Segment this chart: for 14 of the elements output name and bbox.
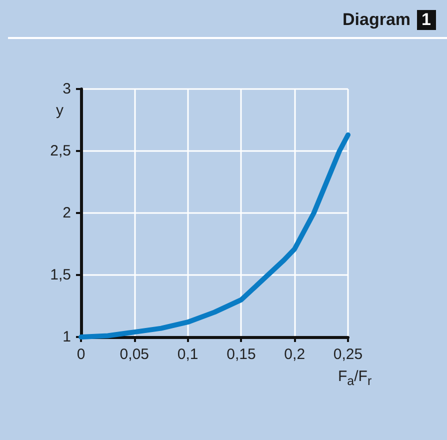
- y-tick-label: 1,5: [50, 266, 71, 284]
- y-axis-title: y: [56, 102, 64, 119]
- y-tick-label: 3: [62, 80, 71, 98]
- x-axis-title: F$_{a}$/F$_{r}$: [338, 368, 372, 388]
- x-tick-label: 0,25: [333, 346, 363, 363]
- x-tick-label: 0,1: [177, 346, 198, 363]
- x-tick-label: 0,05: [120, 346, 149, 363]
- text: Diagram 1: [342, 10, 432, 30]
- x-tick-label: 0,15: [226, 346, 256, 363]
- x-tick-label: 0,2: [284, 346, 306, 363]
- y-tick-label: 2: [62, 204, 71, 222]
- y-tick-label: 1: [62, 328, 71, 346]
- y-tick-label: 2,5: [50, 142, 71, 160]
- x-tick-label: 0: [76, 346, 86, 363]
